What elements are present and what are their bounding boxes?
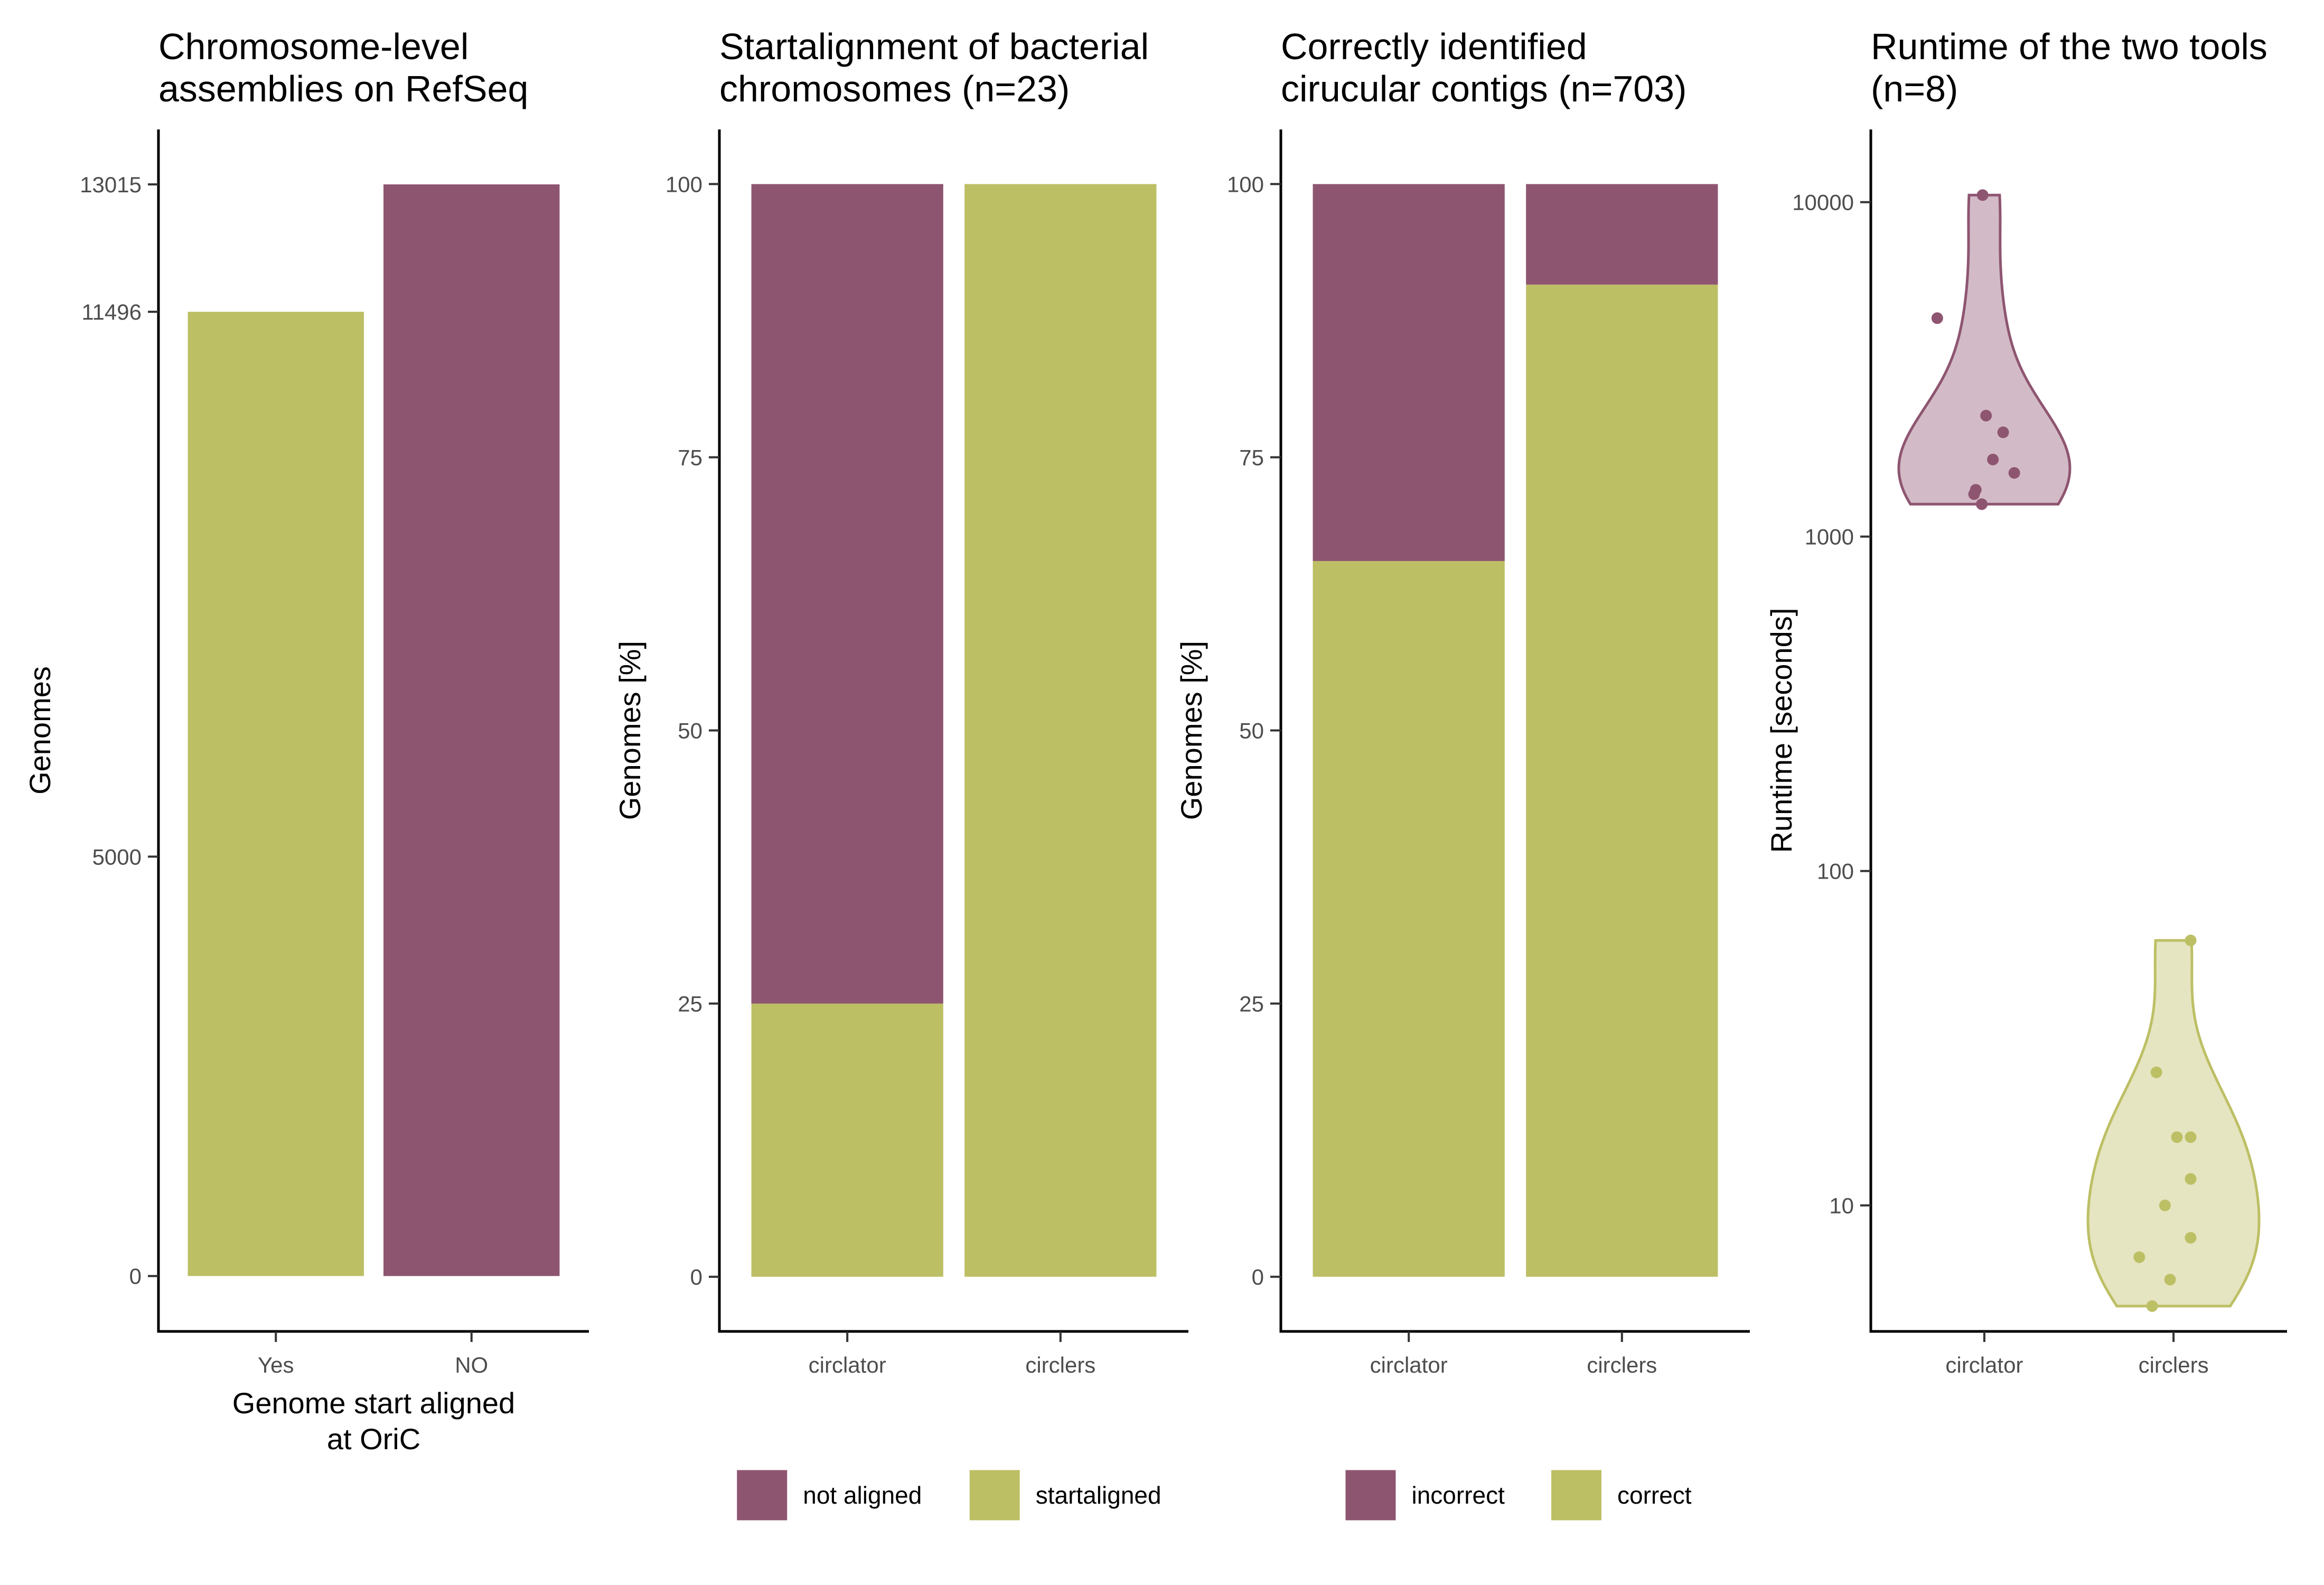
bar-no (383, 184, 560, 1276)
point-circlers (2133, 1251, 2145, 1263)
panel-1-title-line-2: assemblies on RefSeq (158, 68, 528, 109)
legend-label-startaligned: startaligned (1036, 1481, 1161, 1509)
panel-1-y-tick-label: 11496 (81, 300, 142, 324)
panel-2-title-line-2: chromosomes (n=23) (719, 68, 1070, 109)
panel-4-y-axis-title: Runtime [seconds] (1765, 608, 1798, 853)
panel-4-x-tick-label-circlator: circlator (1945, 1353, 2023, 1377)
panel-2-y-tick-label: 25 (678, 992, 702, 1017)
panel-2-y-tick-label: 50 (678, 719, 702, 743)
point-circlator (2008, 467, 2020, 479)
bar-segment-circlator-startaligned (751, 1003, 943, 1277)
panel-1-y-tick-label: 0 (129, 1264, 142, 1289)
panel-3-y-tick-label: 25 (1239, 992, 1264, 1017)
point-circlers (2159, 1199, 2171, 1211)
panel-2-y-tick-label: 100 (666, 172, 702, 197)
point-circlator (1931, 312, 1943, 324)
bar-yes (188, 312, 364, 1276)
panel-1-x-tick-label-yes: Yes (258, 1353, 294, 1377)
panel-3-y-tick-label: 0 (1252, 1265, 1264, 1290)
legend-key-not-aligned (737, 1470, 788, 1521)
panel-4-y-tick-label: 10000 (1792, 190, 1854, 215)
panel-2-title-line-1: Startalignment of bacterial (719, 26, 1149, 67)
panel-1-y-tick-label: 13015 (80, 172, 142, 197)
bar-segment-circlator-not-aligned (751, 184, 943, 1004)
violin-circlers (2086, 939, 2261, 1308)
point-circlator (1976, 189, 1989, 201)
point-circlator (1968, 488, 1980, 500)
panel-3-title-line-1: Correctly identified (1281, 26, 1587, 67)
legend-label-incorrect: incorrect (1412, 1481, 1505, 1509)
point-circlers (2185, 1173, 2197, 1185)
point-circlers (2185, 934, 2197, 946)
panel-2-y-tick-label: 0 (690, 1265, 702, 1290)
panel-3-y-axis-title: Genomes [%] (1175, 641, 1208, 820)
bar-segment-circlers-correct (1526, 284, 1718, 1277)
panel-3-x-tick-label-circlers: circlers (1587, 1353, 1657, 1377)
violin-circlator (1897, 193, 2072, 506)
legend-key-startaligned (969, 1470, 1020, 1521)
point-circlers (2171, 1131, 2183, 1143)
legend-label-correct: correct (1617, 1481, 1692, 1509)
panel-3-y-tick-label: 100 (1227, 172, 1264, 197)
panel-4-y-tick-label: 10 (1829, 1194, 1854, 1218)
bar-segment-circlator-correct (1313, 561, 1505, 1277)
panel-1-x-tick-label-no: NO (455, 1353, 488, 1377)
point-circlator (1980, 409, 1992, 422)
panel-4-title-line-2: (n=8) (1871, 68, 1958, 109)
panel-4-x-tick-label-circlers: circlers (2139, 1353, 2209, 1377)
point-circlator (1997, 426, 2009, 439)
panel-3-x-tick-label-circlator: circlator (1370, 1353, 1448, 1377)
panel-1-x-axis-title-line-2: at OriC (327, 1422, 420, 1456)
panel-2-x-tick-label-circlator: circlator (809, 1353, 886, 1377)
panel-3-y-tick-label: 50 (1239, 719, 1264, 743)
panel-3-title-line-2: cirucular contigs (n=703) (1281, 68, 1686, 109)
panel-2-y-axis-title: Genomes [%] (613, 641, 646, 820)
point-circlers (2150, 1066, 2162, 1078)
point-circlers (2146, 1300, 2158, 1312)
panel-3-y-tick-label: 75 (1239, 445, 1264, 470)
panel-2-y-tick-label: 75 (678, 445, 702, 470)
point-circlers (2185, 1131, 2197, 1143)
legend-label-not-aligned: not aligned (803, 1481, 922, 1509)
panel-4-title-line-1: Runtime of the two tools (1871, 26, 2267, 67)
panel-4-y-tick-label: 100 (1817, 859, 1854, 884)
point-circlers (2164, 1273, 2176, 1285)
point-circlator (1987, 453, 1999, 465)
bar-segment-circlator-incorrect (1313, 184, 1505, 561)
point-circlers (2185, 1232, 2197, 1244)
legend-key-correct (1551, 1470, 1601, 1521)
panel-4-y-tick-label: 1000 (1805, 525, 1854, 549)
point-circlator (1976, 498, 1988, 510)
panel-1-y-axis-title: Genomes (23, 666, 57, 795)
panel-2-x-tick-label-circlers: circlers (1025, 1353, 1095, 1377)
bar-segment-circlers-startaligned (964, 184, 1157, 1277)
panel-1-title-line-1: Chromosome-level (158, 26, 468, 67)
bar-segment-circlers-incorrect (1526, 184, 1718, 285)
legend-key-incorrect (1345, 1470, 1396, 1521)
panel-1-x-axis-title-line-1: Genome start aligned (232, 1386, 515, 1420)
panel-1-y-tick-label: 5000 (92, 844, 142, 869)
